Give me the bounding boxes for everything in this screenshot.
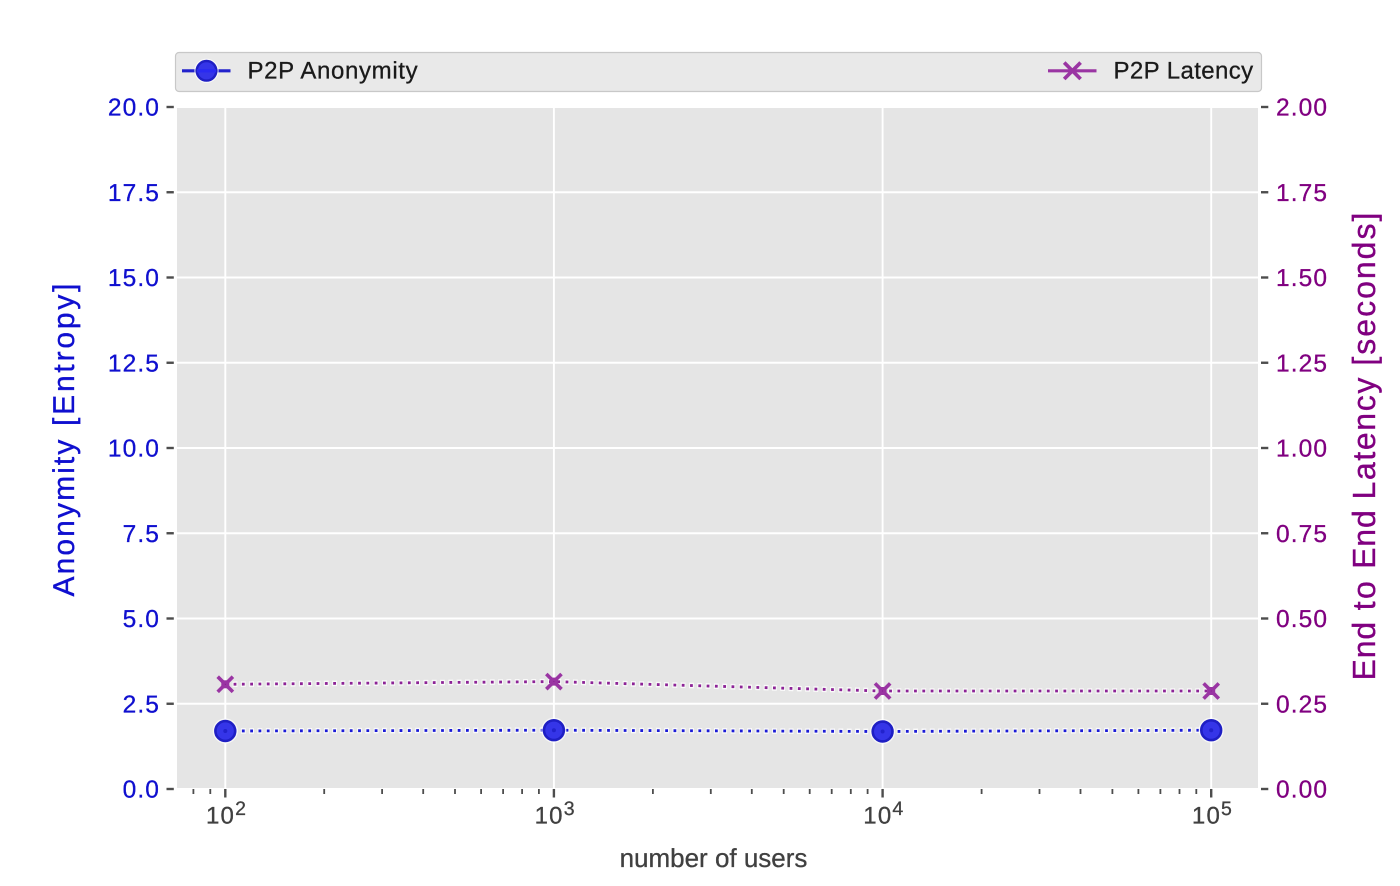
svg-text:2.00: 2.00 [1276, 95, 1328, 122]
svg-text:20.0: 20.0 [108, 95, 160, 122]
svg-text:to: to [1346, 579, 1382, 610]
svg-text:1.75: 1.75 [1276, 180, 1328, 207]
svg-text:0.25: 0.25 [1276, 691, 1328, 718]
svg-text:12.5: 12.5 [108, 350, 160, 377]
svg-text:2.5: 2.5 [123, 691, 160, 718]
svg-text:Latency: Latency [1346, 376, 1382, 500]
svg-text:1.50: 1.50 [1276, 265, 1328, 292]
svg-text:7.5: 7.5 [123, 521, 160, 548]
svg-text:0.50: 0.50 [1276, 606, 1328, 633]
svg-text:1.25: 1.25 [1276, 350, 1328, 377]
svg-text:0.00: 0.00 [1276, 777, 1328, 804]
svg-text:10.0: 10.0 [108, 436, 160, 463]
svg-text:P2P Latency: P2P Latency [1114, 57, 1254, 84]
svg-text:0.0: 0.0 [123, 777, 160, 804]
svg-text:0.75: 0.75 [1276, 521, 1328, 548]
svg-text:P2P Anonymity: P2P Anonymity [248, 57, 419, 84]
svg-text:[seconds]: [seconds] [1346, 211, 1382, 366]
svg-text:End: End [1346, 621, 1382, 681]
svg-text:End: End [1346, 509, 1382, 569]
svg-text:17.5: 17.5 [108, 180, 160, 207]
svg-text:1.00: 1.00 [1276, 436, 1328, 463]
svg-text:number of users: number of users [620, 843, 808, 873]
svg-text:15.0: 15.0 [108, 265, 160, 292]
svg-text:5.0: 5.0 [123, 606, 160, 633]
svg-text:Anonymity: Anonymity [48, 438, 81, 597]
svg-text:103: 103 [535, 798, 576, 830]
svg-text:[Entropy]: [Entropy] [48, 281, 81, 426]
